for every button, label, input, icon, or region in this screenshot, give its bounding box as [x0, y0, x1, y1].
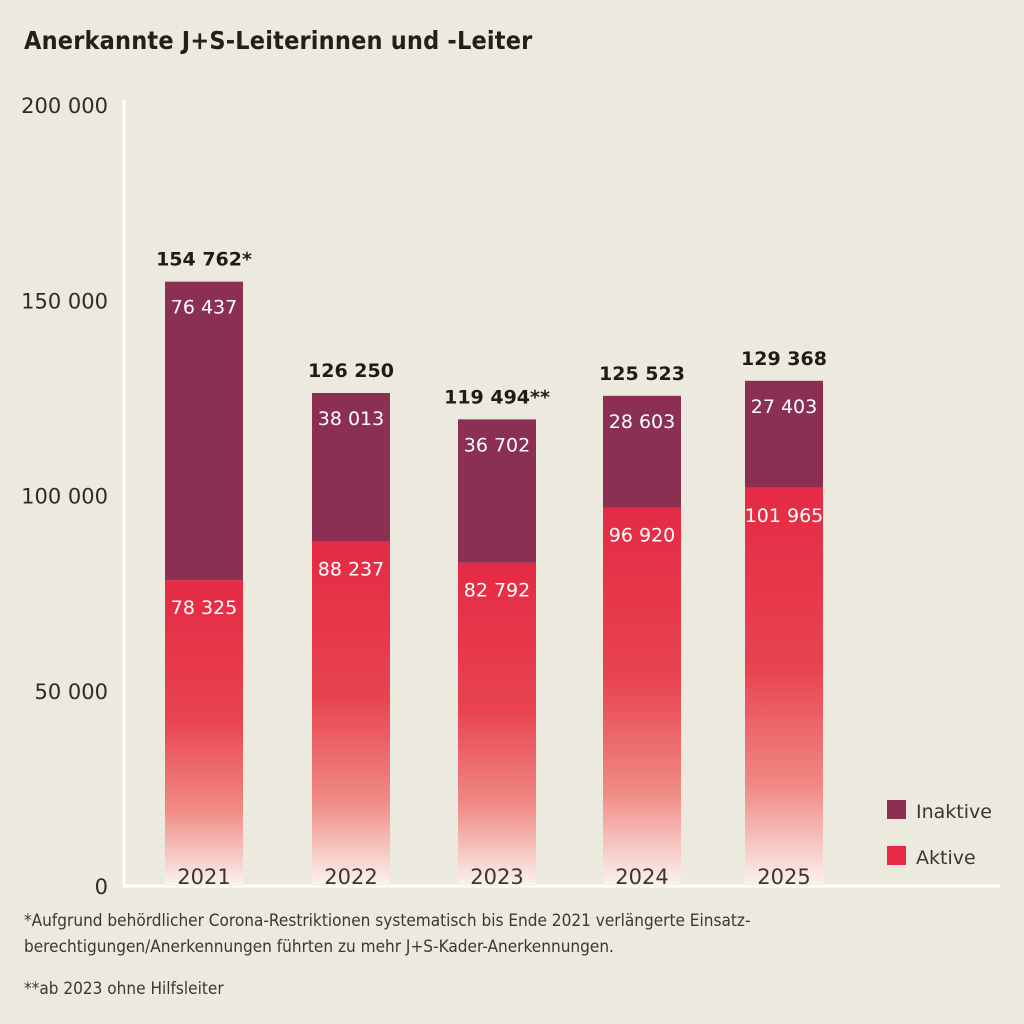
- bar-segment-inaktive: [312, 392, 390, 542]
- total-label: 154 762*: [156, 249, 252, 271]
- inaktive-value-label: 27 403: [751, 396, 817, 418]
- bar-group-2021: 154 762* 76 437 78 325 2021: [156, 249, 252, 889]
- aktive-value-label: 88 237: [318, 558, 384, 580]
- aktive-value-label: 78 325: [171, 597, 237, 619]
- y-tick-label: 200 000: [21, 94, 108, 118]
- total-label: 119 494**: [444, 386, 550, 408]
- legend-swatch-inaktive: [887, 800, 906, 819]
- x-category-label: 2024: [615, 865, 668, 889]
- bar-segment-aktive: [165, 580, 243, 886]
- bar-segment-aktive: [312, 541, 390, 886]
- aktive-value-label: 82 792: [464, 580, 530, 602]
- aktive-value-label: 96 920: [609, 525, 675, 547]
- footnote-hilfsleiter: **ab 2023 ohne Hilfsleiter: [24, 979, 224, 998]
- y-tick-label: 0: [95, 875, 108, 899]
- total-label: 129 368: [741, 348, 827, 370]
- bar-group-2023: 119 494** 36 702 82 792 2023: [444, 386, 550, 889]
- legend-label-aktive: Aktive: [916, 847, 976, 869]
- y-tick-label: 50 000: [35, 680, 108, 704]
- bar-segment-inaktive: [458, 419, 536, 563]
- inaktive-value-label: 28 603: [609, 411, 675, 433]
- bar-segment-aktive: [458, 562, 536, 886]
- bar-segment-inaktive: [603, 395, 681, 508]
- inaktive-value-label: 38 013: [318, 408, 384, 430]
- total-label: 125 523: [599, 363, 685, 385]
- bar-segment-inaktive: [745, 380, 823, 488]
- bar-segment-aktive: [603, 507, 681, 886]
- bar-segment-aktive: [745, 487, 823, 886]
- x-category-label: 2025: [757, 865, 810, 889]
- bar-group-2022: 126 250 38 013 88 237 2022: [308, 360, 394, 889]
- legend-label-inaktive: Inaktive: [916, 801, 992, 823]
- y-tick-label: 100 000: [21, 485, 108, 509]
- aktive-value-label: 101 965: [745, 505, 824, 527]
- inaktive-value-label: 76 437: [171, 297, 237, 319]
- y-tick-label: 150 000: [21, 289, 108, 313]
- footnote-corona-line-2: berechtigungen/Anerkennungen führten zu …: [24, 937, 614, 956]
- legend-swatch-aktive: [887, 846, 906, 865]
- legend: Inaktive Aktive: [887, 800, 992, 869]
- x-category-label: 2021: [177, 865, 230, 889]
- x-category-label: 2023: [470, 865, 523, 889]
- y-axis: 0 50 000 100 000 150 000 200 000: [21, 94, 1000, 899]
- bar-segment-inaktive: [165, 281, 243, 581]
- footnote-corona-line-1: *Aufgrund behördlicher Corona-Restriktio…: [24, 911, 751, 930]
- bar-group-2025: 129 368 27 403 101 965 2025: [741, 348, 827, 889]
- bars: 154 762* 76 437 78 325 2021 126 250 38 013 88 …: [156, 249, 827, 889]
- bar-group-2024: 125 523 28 603 96 920 2024: [599, 363, 685, 889]
- inaktive-value-label: 36 702: [464, 434, 530, 456]
- chart-title: Anerkannte J+S-Leiterinnen und -Leiter: [24, 26, 533, 55]
- x-category-label: 2022: [324, 865, 377, 889]
- total-label: 126 250: [308, 360, 394, 382]
- footnote-corona: *Aufgrund behördlicher Corona-Restriktio…: [24, 908, 935, 960]
